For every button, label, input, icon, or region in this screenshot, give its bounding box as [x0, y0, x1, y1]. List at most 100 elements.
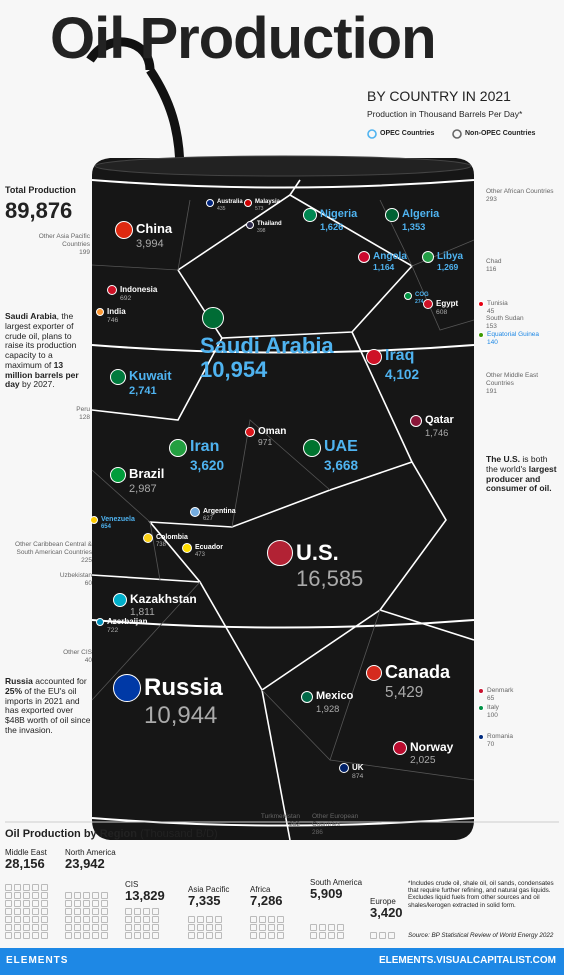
barrel-icon — [188, 924, 195, 931]
barrel-icon — [143, 932, 150, 939]
country-value: 199 — [79, 249, 90, 256]
country-value: 2,741 — [129, 384, 157, 397]
barrel-icon — [14, 916, 21, 923]
annotation-text: Saudi Arabia — [5, 311, 57, 321]
country-name: Iraq — [385, 347, 415, 365]
flag — [113, 674, 141, 702]
annotation-text: accounted for — [32, 676, 87, 686]
barrel-icon — [250, 916, 257, 923]
barrel-icon — [32, 884, 39, 891]
country-name: Other Middle East Countries — [486, 372, 539, 387]
barrel-icon — [83, 916, 90, 923]
flag — [143, 533, 153, 543]
barrel-icon — [310, 924, 317, 931]
barrel-icon — [328, 932, 335, 939]
barrel-icon — [143, 924, 150, 931]
total-value: 89,876 — [5, 198, 73, 223]
flag — [478, 332, 484, 338]
barrel-icon — [23, 924, 30, 931]
barrel-icon — [206, 916, 213, 923]
country-value: 274 — [415, 298, 424, 305]
country-value: 60 — [84, 580, 92, 587]
barrel-icon — [310, 932, 317, 939]
cell-borders — [91, 179, 475, 841]
barrel-icon — [277, 916, 284, 923]
country-name: Indonesia — [120, 285, 158, 295]
country-name: Canada — [385, 662, 451, 683]
country-value: 70 — [487, 741, 495, 748]
country-name: Other Caribbean Central & South American… — [15, 541, 92, 556]
flag — [202, 307, 224, 329]
barrel-icon — [41, 892, 48, 899]
barrel-icon — [152, 908, 159, 915]
country-value: 10,954 — [200, 357, 268, 383]
barrel-icon — [319, 932, 326, 939]
country-value: 140 — [487, 339, 498, 346]
annotation-text: is both the world's — [486, 454, 548, 474]
flag — [96, 308, 104, 316]
barrel-icon — [74, 924, 81, 931]
country-name: Norway — [410, 739, 454, 754]
barrel-icon — [250, 932, 257, 939]
flag — [182, 543, 192, 553]
barrel-icon — [206, 932, 213, 939]
annotation-text: by 2027. — [19, 379, 55, 390]
annotation-text: 25% — [5, 685, 23, 696]
country-name: Italy — [487, 704, 499, 711]
barrel-icon — [134, 932, 141, 939]
barrel-icon — [83, 924, 90, 931]
region-value: 7,335 — [188, 893, 221, 908]
flag — [422, 251, 434, 263]
country-name: Other CIS — [63, 649, 92, 656]
country-name: Libya — [437, 251, 464, 262]
barrel-icon — [83, 908, 90, 915]
flag — [339, 763, 349, 773]
country-name: Russia — [144, 673, 223, 701]
flag — [169, 439, 187, 457]
flag — [366, 349, 382, 365]
barrel-icon — [32, 924, 39, 931]
region-value: 13,829 — [125, 888, 165, 903]
annotation-text: 13 million barrels per day — [5, 359, 79, 390]
barrel-icon — [74, 916, 81, 923]
barrel-icon — [206, 924, 213, 931]
barrel-icon — [277, 932, 284, 939]
barrel-icon — [101, 916, 108, 923]
barrel-icon — [101, 932, 108, 939]
flag — [478, 301, 484, 307]
barrel-icon — [5, 908, 12, 915]
barrel-icon — [101, 900, 108, 907]
country-value: 3,994 — [136, 237, 164, 250]
country-value: 473 — [195, 552, 205, 559]
country-value: 100 — [487, 712, 498, 719]
barrel-icon — [41, 916, 48, 923]
barrel-icon — [14, 892, 21, 899]
barrel-icon — [268, 932, 275, 939]
flag — [246, 221, 254, 229]
country-name: Kazakhstan — [130, 591, 197, 606]
country-name: Other European Countries — [312, 813, 359, 828]
barrel-icon — [74, 892, 81, 899]
region-name: Middle East — [5, 848, 47, 857]
country-value: 573 — [255, 205, 264, 212]
country-value: 1,746 — [425, 427, 449, 438]
legend-icon — [452, 129, 462, 139]
barrel-icon — [65, 908, 72, 915]
region-value: 23,942 — [65, 856, 105, 871]
annotation-text: Russia — [5, 676, 33, 686]
country-value: 1,626 — [320, 221, 344, 232]
barrel-icon — [5, 932, 12, 939]
country-value: 191 — [486, 388, 497, 395]
country-name: Oman — [258, 426, 287, 437]
flag — [303, 439, 321, 457]
note: Production in Thousand Barrels Per Day* — [367, 109, 523, 119]
country-value: 1,353 — [402, 221, 426, 232]
flag — [404, 292, 412, 300]
country-value: 435 — [217, 205, 226, 212]
country-value: 627 — [203, 516, 213, 523]
barrel-icon — [134, 908, 141, 915]
annotation: Saudi Arabia, the largest exporter of cr… — [5, 311, 91, 390]
barrel-icon — [5, 884, 12, 891]
hose — [146, 67, 185, 173]
country-value: 1,269 — [437, 262, 459, 272]
